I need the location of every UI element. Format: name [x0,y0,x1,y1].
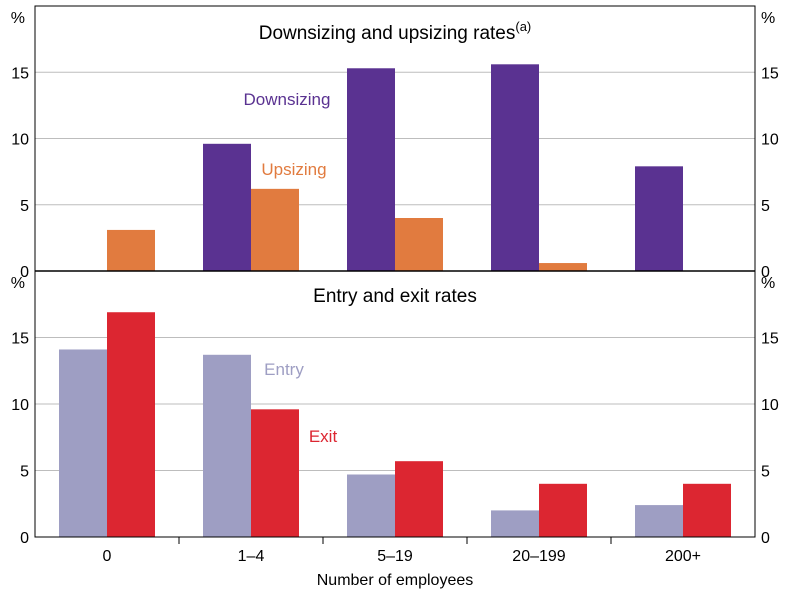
series-label-downsizing: Downsizing [244,90,331,109]
unit-label-left: % [11,275,25,292]
bar-entry-4 [635,505,683,537]
y-tick-left: 0 [20,530,29,547]
y-tick-right: 5 [761,464,770,481]
bar-exit-2 [395,461,443,537]
y-tick-right: 15 [761,331,779,348]
x-tick-label: 1–4 [238,548,265,565]
y-tick-right: 0 [761,264,770,281]
unit-label-right: % [761,10,775,27]
x-axis-label: Number of employees [317,572,474,589]
bar-downsizing-1 [203,143,251,271]
panel-title: Entry and exit rates [313,286,477,307]
bar-upsizing-2 [395,218,443,271]
y-tick-left: 15 [11,331,29,348]
chart-text: 0 0 5 5 10 10 15 15% % Downsizing and upsizing ra… [11,10,779,589]
bar-upsizing-1 [251,188,299,271]
y-tick-right: 10 [761,132,779,149]
unit-label-right: % [761,275,775,292]
x-tick-label: 20–199 [512,548,565,565]
bar-exit-3 [539,483,587,537]
bar-exit-0 [107,312,155,537]
bar-exit-4 [683,483,731,537]
x-tick-label: 200+ [665,548,701,565]
y-tick-left: 10 [11,132,29,149]
panel-title: Downsizing and upsizing rates(a) [259,19,532,44]
bar-downsizing-2 [347,68,395,272]
x-tick-label: 5–19 [377,548,413,565]
bar-entry-0 [59,349,107,537]
bar-downsizing-4 [635,166,683,271]
plot-frame [34,5,756,544]
bars [59,64,731,537]
y-tick-right: 0 [761,530,770,547]
bar-entry-1 [203,354,251,537]
series-label-exit: Exit [309,427,338,446]
bar-upsizing-0 [107,229,155,271]
bar-upsizing-3 [539,263,587,271]
y-tick-left: 5 [20,198,29,215]
y-tick-left: 5 [20,464,29,481]
bar-exit-1 [251,409,299,537]
bar-downsizing-3 [491,64,539,271]
y-tick-left: 15 [11,65,29,82]
y-tick-right: 10 [761,397,779,414]
unit-label-left: % [11,10,25,27]
y-tick-right: 15 [761,65,779,82]
series-label-entry: Entry [264,360,304,379]
bar-entry-3 [491,510,539,537]
x-tick-label: 0 [103,548,112,565]
y-tick-right: 5 [761,198,770,215]
panel-title-superscript: (a) [515,19,531,34]
bar-entry-2 [347,474,395,537]
series-label-upsizing: Upsizing [261,160,326,179]
y-tick-left: 0 [20,264,29,281]
y-tick-left: 10 [11,397,29,414]
